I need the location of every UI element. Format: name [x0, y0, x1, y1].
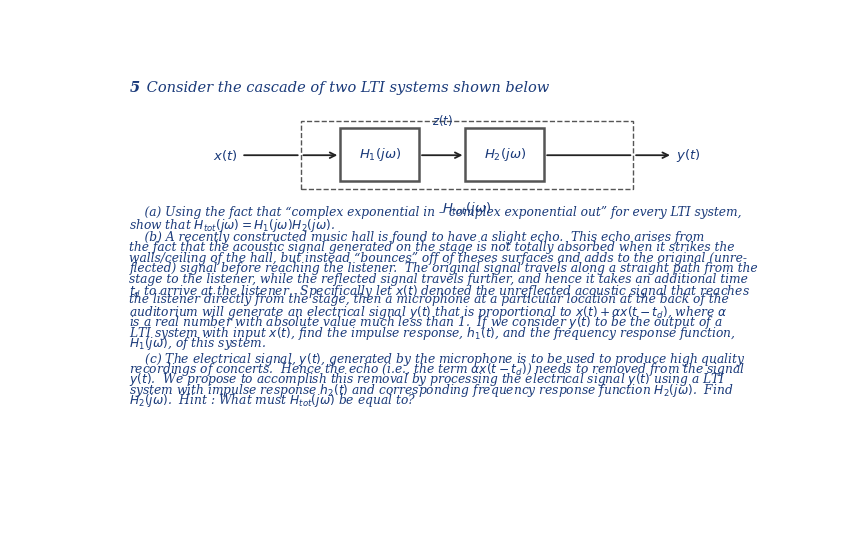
Text: $H_{tot}(j\omega)$: $H_{tot}(j\omega)$ — [442, 200, 491, 217]
Text: $y(t)$.  We propose to accomplish this removal by processing the electrical sign: $y(t)$. We propose to accomplish this re… — [129, 371, 726, 388]
Text: flected) signal before reaching the listener.  The original signal travels along: flected) signal before reaching the list… — [129, 262, 758, 276]
Text: $y(t)$: $y(t)$ — [676, 147, 700, 164]
Text: Consider the cascade of two LTI systems shown below: Consider the cascade of two LTI systems … — [143, 81, 550, 95]
Text: $x(t)$: $x(t)$ — [213, 148, 238, 163]
Text: $t_d$ to arrive at the listener.  Specifically let $x(t)$ denoted the unreflecte: $t_d$ to arrive at the listener. Specifi… — [129, 283, 751, 300]
Text: the fact that the acoustic signal generated on the stage is not totally absorbed: the fact that the acoustic signal genera… — [129, 241, 734, 255]
Text: $H_2(j\omega)$: $H_2(j\omega)$ — [484, 145, 526, 163]
Text: $z(t)$: $z(t)$ — [432, 112, 453, 128]
Text: auditorium will generate an electrical signal $y(t)$ that is proportional to $x(: auditorium will generate an electrical s… — [129, 304, 728, 321]
Text: recordings of concerts.  Hence the echo (i.e., the term $\alpha x(t - t_d)$) nee: recordings of concerts. Hence the echo (… — [129, 361, 745, 378]
Text: system with impulse response $h_2(t)$ and corresponding frequency response funct: system with impulse response $h_2(t)$ an… — [129, 382, 734, 399]
Bar — [465, 128, 544, 181]
Text: $H_1(j\omega)$: $H_1(j\omega)$ — [359, 145, 400, 163]
Text: walls/ceiling of the hall, but instead “bounces” off of theses surfaces and adds: walls/ceiling of the hall, but instead “… — [129, 252, 747, 265]
Bar — [340, 128, 419, 181]
Text: (c) The electrical signal, $y(t)$, generated by the microphone is to be used to : (c) The electrical signal, $y(t)$, gener… — [129, 350, 746, 368]
Text: stage to the listener, while the reflected signal travels further, and hence it : stage to the listener, while the reflect… — [129, 273, 748, 285]
Text: (b) A recently constructed music hall is found to have a slight echo.  This echo: (b) A recently constructed music hall is… — [129, 231, 705, 244]
Text: 5: 5 — [129, 81, 139, 95]
Text: is a real number with absolute value much less than 1.  If we consider $y(t)$ to: is a real number with absolute value muc… — [129, 314, 722, 331]
Text: the listener directly from the stage, then a microphone at a particular location: the listener directly from the stage, th… — [129, 294, 729, 306]
Text: $H_2(j\omega)$.  Hint : What must $H_{tot}(j\omega)$ be equal to?: $H_2(j\omega)$. Hint : What must $H_{tot… — [129, 392, 416, 409]
Text: (a) Using the fact that “complex exponential in – complex exponential out” for e: (a) Using the fact that “complex exponen… — [129, 206, 742, 219]
Bar — [301, 121, 633, 189]
Text: $H_1(j\omega)$, of this system.: $H_1(j\omega)$, of this system. — [129, 335, 266, 352]
Text: LTI system with input $x(t)$, find the impulse response, $h_1(t)$, and the frequ: LTI system with input $x(t)$, find the i… — [129, 325, 736, 342]
Text: show that $H_{tot}(j\omega) = H_1(j\omega)H_2(j\omega)$.: show that $H_{tot}(j\omega) = H_1(j\omeg… — [129, 217, 335, 234]
